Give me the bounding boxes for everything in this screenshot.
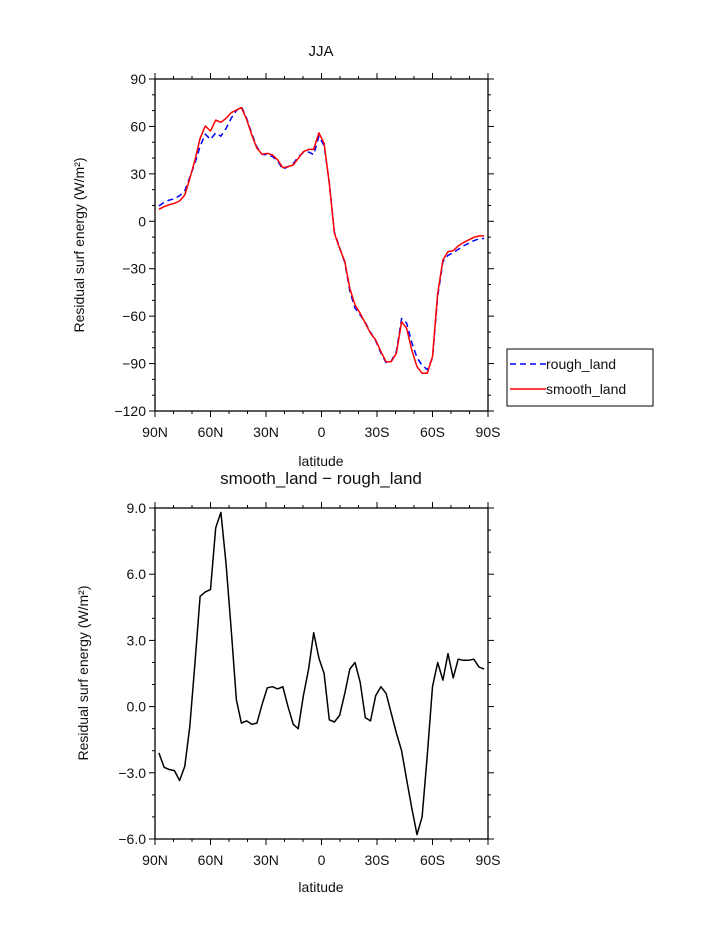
y-tick-label: 0 (138, 213, 146, 229)
y-tick-label: 90 (130, 71, 146, 87)
x-tick-label: 90S (476, 852, 501, 868)
x-tick-label: 90N (142, 424, 168, 440)
y-tick-label: 9.0 (127, 500, 147, 516)
y-tick-label: 6.0 (127, 566, 147, 582)
y-tick-label: 60 (130, 118, 146, 134)
chart-title: smooth_land − rough_land (220, 469, 422, 488)
x-tick-label: 60N (198, 424, 224, 440)
legend-box (506, 348, 654, 407)
series-line-smooth-land (158, 106, 485, 374)
x-tick-label: 30N (253, 424, 279, 440)
bottom-panel-difference: smooth_land − rough_land Residual surf e… (75, 469, 500, 895)
x-tick-label: 30S (365, 424, 390, 440)
x-tick-label: 90N (142, 852, 168, 868)
y-tick-label: −30 (122, 261, 146, 277)
y-axis-label: Residual surf energy (W/m²) (71, 157, 87, 332)
bottom-plot-marks: 90N 60N 30N 0 30S 60S 90S 9.0 6.0 3.0 0.0 −3.0 −6.0 (118, 500, 500, 868)
chart-title: JJA (308, 43, 333, 60)
x-tick-label: 90S (476, 424, 501, 440)
y-tick-label: 3.0 (127, 632, 147, 648)
legend-label-rough-land: rough_land (546, 356, 616, 372)
y-tick-label: −6.0 (118, 831, 146, 847)
x-axis-label: latitude (298, 453, 343, 469)
legend: rough_land smooth_land (506, 348, 654, 407)
y-tick-label: −3.0 (118, 765, 146, 781)
series-line-difference (158, 511, 485, 836)
top-panel-jja: JJA Residual surf energy (W/m²) latitude… (71, 43, 654, 469)
x-axis-label: latitude (298, 879, 343, 895)
x-tick-label: 30S (365, 852, 390, 868)
y-tick-label: 0.0 (127, 699, 147, 715)
plot-frame (154, 507, 489, 840)
legend-label-smooth-land: smooth_land (546, 381, 626, 397)
y-tick-label: −90 (122, 356, 146, 372)
plot-frame (154, 78, 489, 412)
y-tick-label: −60 (122, 308, 146, 324)
x-tick-label: 0 (318, 852, 326, 868)
y-axis-label: Residual surf energy (W/m²) (75, 585, 91, 760)
y-tick-label: 30 (130, 166, 146, 182)
x-tick-label: 30N (253, 852, 279, 868)
x-tick-label: 60S (420, 852, 445, 868)
y-tick-label: −120 (114, 403, 146, 419)
x-tick-label: 0 (318, 424, 326, 440)
x-tick-label: 60S (420, 424, 445, 440)
x-tick-label: 60N (198, 852, 224, 868)
top-plot-marks: 90N 60N 30N 0 30S 60S 90S 90 60 30 0 −30 −60 −90 −120 (114, 71, 500, 440)
